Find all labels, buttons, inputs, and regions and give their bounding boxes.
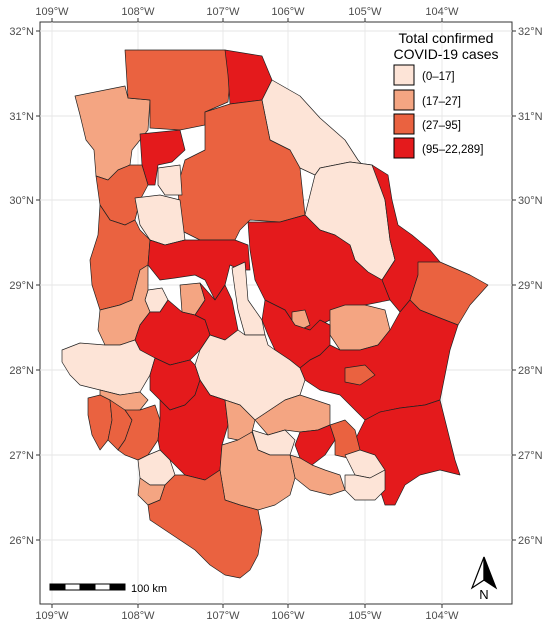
scale-bar-segment (64, 583, 81, 591)
bottom-lon-labels: 109°W 108°W 107°W 106°W 105°W 104°W (35, 610, 459, 622)
lat-label-28n-left: 28°N (9, 365, 34, 377)
municipality-santa-barbara (289, 454, 346, 496)
legend-swatch-0 (393, 64, 415, 86)
municipality-coronado (344, 469, 386, 501)
legend: Total confirmed COVID-19 cases (0–17] (1… (393, 30, 499, 159)
municipality-guadalupe-y-calvo (147, 469, 263, 579)
legend-label-1: (17–27] (422, 96, 461, 108)
lat-label-32n-right: 32°N (518, 26, 543, 38)
lon-label-106w-bottom: 106°W (271, 610, 305, 622)
lon-label-109w-bottom: 109°W (35, 610, 69, 622)
municipality-la-cruz (344, 364, 376, 386)
municipality-hidalgo-del-parral (294, 424, 336, 466)
north-arrow-icon: N (470, 556, 498, 602)
lat-label-32n-left: 32°N (9, 26, 34, 38)
scale-bar: 100 km (49, 583, 167, 595)
right-lat-labels: 32°N 31°N 30°N 29°N 28°N 27°N 26°N (518, 26, 543, 547)
lon-label-108w-bottom: 108°W (121, 610, 155, 622)
scale-bar-label: 100 km (131, 583, 167, 595)
lat-label-28n-right: 28°N (518, 365, 543, 377)
lat-label-26n-left: 26°N (9, 535, 34, 547)
lat-label-31n-right: 31°N (518, 111, 543, 123)
lat-label-29n-right: 29°N (518, 280, 543, 292)
lon-label-105w-bottom: 105°W (348, 610, 382, 622)
north-arrow-right-half (483, 556, 498, 590)
top-lon-labels: 109°W 108°W 107°W 106°W 105°W 104°W (35, 6, 459, 18)
legend-swatch-3 (393, 137, 415, 159)
lat-label-27n-right: 27°N (518, 450, 543, 462)
lon-label-107w-top: 107°W (206, 6, 240, 18)
lat-label-30n-right: 30°N (518, 195, 543, 207)
legend-label-0: (0–17] (422, 71, 455, 83)
scale-bar-segment (109, 583, 126, 591)
municipalities (61, 49, 489, 579)
legend-swatch-1 (393, 89, 415, 111)
axis-ticks (36, 18, 516, 608)
lon-label-106w-top: 106°W (271, 6, 305, 18)
legend-title-line1: Total confirmed (399, 30, 494, 46)
left-lat-labels: 32°N 31°N 30°N 29°N 28°N 27°N 26°N (9, 26, 34, 547)
legend-title-line2: COVID-19 cases (393, 46, 498, 62)
lon-label-104w-bottom: 104°W (425, 610, 459, 622)
lat-label-30n-left: 30°N (9, 195, 34, 207)
lon-label-107w-bottom: 107°W (206, 610, 240, 622)
scale-bar-segment (94, 583, 111, 591)
legend-swatch-2 (393, 113, 415, 135)
scale-bar-segment (49, 583, 66, 591)
legend-label-3: (95–22,289] (422, 144, 483, 156)
lon-label-109w-top: 109°W (35, 6, 69, 18)
lon-label-108w-top: 108°W (121, 6, 155, 18)
lat-label-31n-left: 31°N (9, 111, 34, 123)
north-arrow-label: N (479, 587, 488, 602)
lon-label-104w-top: 104°W (425, 6, 459, 18)
municipality-ignacio-zaragoza (157, 164, 183, 196)
lat-label-26n-right: 26°N (518, 535, 543, 547)
legend-label-2: (27–95] (422, 120, 461, 132)
municipality-namiquipa (147, 239, 251, 301)
lat-label-29n-left: 29°N (9, 280, 34, 292)
lat-label-27n-left: 27°N (9, 450, 34, 462)
scale-bar-segment (79, 583, 96, 591)
lon-label-105w-top: 105°W (348, 6, 382, 18)
